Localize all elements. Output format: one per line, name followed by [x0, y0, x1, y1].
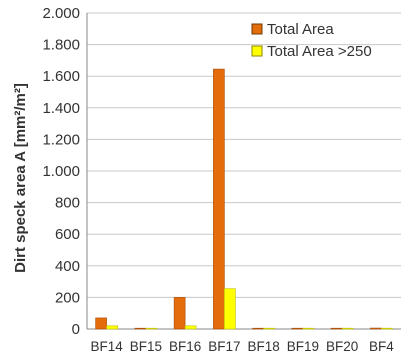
bar: [370, 327, 382, 330]
x-tick-label: BF15: [130, 339, 162, 354]
bar: [381, 327, 393, 330]
y-tick-label: 800: [55, 195, 80, 212]
x-tick-label: BF20: [326, 339, 358, 354]
y-tick-label: 1.400: [42, 100, 80, 117]
bar: [330, 327, 343, 330]
x-tick-label: BF17: [208, 339, 240, 354]
legend: Total Area Total Area >250: [251, 21, 372, 60]
bar: [173, 297, 186, 330]
legend-label: Total Area >250: [267, 43, 372, 60]
bar: [95, 317, 107, 330]
bar: [145, 327, 158, 330]
y-tick-label: 0: [72, 321, 80, 338]
x-tick-label: BF16: [169, 339, 201, 354]
bar: [106, 325, 118, 330]
bar: [291, 327, 304, 330]
bar: [302, 327, 315, 330]
x-tick-label: BF4: [369, 339, 394, 354]
bar: [213, 68, 225, 330]
bars: [95, 68, 393, 330]
legend-swatch: [251, 45, 263, 57]
y-tick-label: 1.200: [42, 131, 80, 148]
y-tick-label: 200: [55, 289, 80, 306]
y-tick-label: 1.800: [42, 37, 80, 54]
x-tick-label: BF18: [247, 339, 279, 354]
bar: [224, 288, 236, 330]
y-tick-label: 600: [55, 226, 80, 243]
bar: [184, 325, 197, 330]
bar: [263, 327, 275, 330]
legend-label: Total Area: [267, 21, 334, 38]
x-tick-label: BF19: [287, 339, 319, 354]
legend-swatch: [251, 23, 263, 35]
y-tick-label: 1.000: [42, 163, 80, 180]
x-tick-label: BF14: [90, 339, 123, 354]
tick-labels: 0 200 400 600 800 1.000 1.200 1.400 1.600 1.800 2.…: [42, 5, 394, 354]
y-tick-label: 400: [55, 258, 80, 275]
y-tick-label: 2.000: [42, 5, 80, 22]
y-tick-label: 1.600: [42, 68, 80, 85]
grid-lines: [87, 12, 401, 298]
y-axis-title: Dirt speck area A [mm²/m²]: [12, 83, 29, 273]
bar: [134, 327, 147, 330]
bar: [341, 327, 354, 330]
bar: [252, 327, 264, 330]
